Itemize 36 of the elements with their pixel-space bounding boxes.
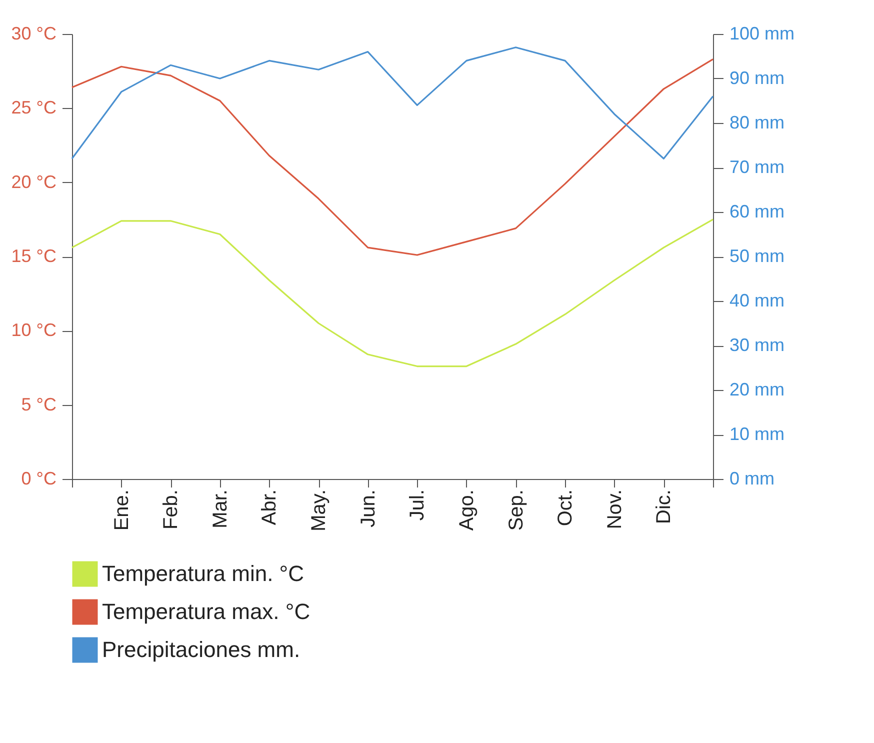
y2-tick-label: 80 mm bbox=[730, 112, 785, 132]
x-tick-label: May. bbox=[308, 490, 330, 532]
x-tick-label: Nov. bbox=[604, 490, 626, 530]
y-tick-label: 20 °C bbox=[11, 172, 56, 192]
y-tick-label: 15 °C bbox=[11, 246, 56, 266]
y-tick-label: 0 °C bbox=[21, 468, 56, 488]
y2-tick-label: 70 mm bbox=[730, 157, 785, 177]
y2-tick-label: 30 mm bbox=[730, 335, 785, 355]
y-tick-label: 5 °C bbox=[21, 394, 56, 414]
y2-tick-label: 50 mm bbox=[730, 246, 785, 266]
legend-label: Temperatura max. °C bbox=[102, 599, 310, 624]
line-series bbox=[71, 46, 714, 160]
y2-tick-label: 20 mm bbox=[730, 380, 785, 400]
x-tick-label: Jul. bbox=[406, 490, 429, 521]
y-tick-label: 10 °C bbox=[11, 320, 56, 340]
x-tick-label: Ene. bbox=[110, 490, 133, 531]
x-tick-label: Oct. bbox=[554, 490, 577, 526]
x-tick-label: Mar. bbox=[209, 490, 232, 528]
y2-tick-label: 90 mm bbox=[730, 68, 785, 88]
x-tick-label: Feb. bbox=[160, 490, 182, 530]
x-tick-label: Dic. bbox=[653, 490, 676, 524]
line-series bbox=[71, 218, 714, 368]
y2-tick-label: 40 mm bbox=[730, 290, 785, 310]
y2-tick-label: 60 mm bbox=[730, 202, 785, 222]
y-tick-label: 25 °C bbox=[11, 98, 56, 118]
x-tick-label: Abr. bbox=[258, 490, 281, 526]
x-tick-label: Sep. bbox=[505, 490, 528, 531]
y2-tick-label: 0 mm bbox=[730, 468, 774, 488]
y2-tick-label: 10 mm bbox=[730, 424, 785, 444]
x-tick-label: Ago. bbox=[456, 490, 478, 531]
line-series bbox=[71, 58, 714, 256]
y2-tick-label: 100 mm bbox=[730, 24, 795, 44]
legend-label: Temperatura min. °C bbox=[102, 561, 304, 586]
legend-label: Precipitaciones mm. bbox=[102, 637, 300, 662]
x-tick-label: Jun. bbox=[357, 490, 380, 528]
y-tick-label: 30 °C bbox=[11, 24, 56, 44]
